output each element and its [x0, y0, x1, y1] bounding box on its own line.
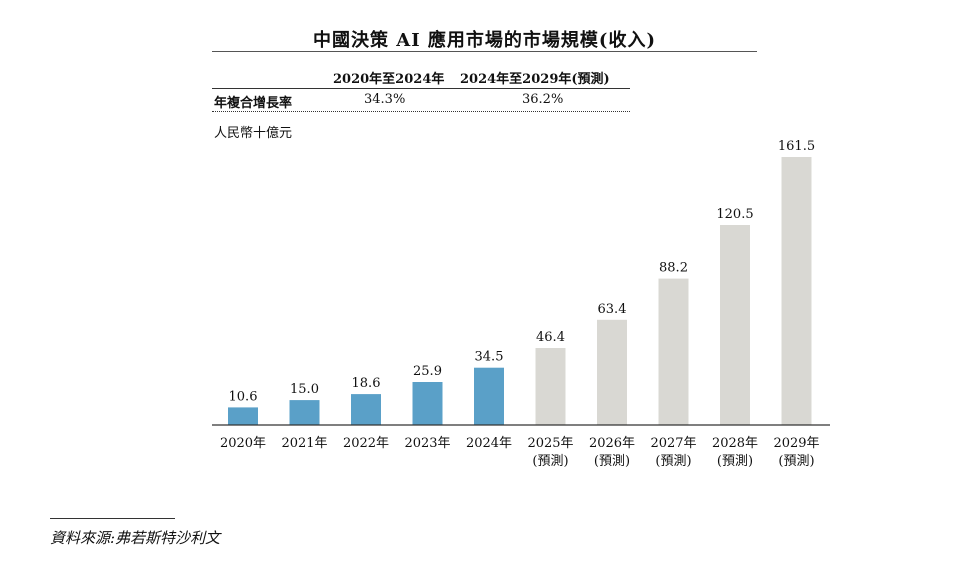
bar-1 — [289, 400, 320, 425]
title-rule — [212, 51, 757, 52]
x-tick-note-8: (預測) — [717, 454, 753, 469]
x-tick-label-3: 2023年 — [404, 436, 450, 451]
value-label-1: 15.0 — [290, 382, 319, 397]
value-label-0: 10.6 — [229, 389, 258, 404]
cagr-row-rule — [212, 111, 630, 112]
bar-3 — [412, 382, 443, 425]
value-label-2: 18.6 — [352, 376, 381, 391]
value-label-6: 63.4 — [598, 302, 627, 317]
chart-title: 中國決策 AI 應用市場的市場規模(收入) — [313, 30, 656, 51]
cagr-value-period-1: 34.3% — [364, 92, 406, 107]
value-label-9: 161.5 — [778, 139, 815, 154]
x-tick-note-9: (預測) — [778, 454, 814, 469]
bar-9 — [781, 157, 812, 425]
x-tick-label-0: 2020年 — [220, 436, 266, 451]
source-note: 資料來源:弗若斯特沙利文 — [50, 529, 221, 547]
value-label-5: 46.4 — [536, 330, 565, 345]
x-tick-label-7: 2027年 — [650, 436, 696, 451]
x-tick-note-7: (預測) — [655, 454, 691, 469]
value-label-4: 34.5 — [475, 350, 504, 365]
bar-2 — [351, 394, 381, 425]
x-tick-note-5: (預測) — [532, 454, 568, 469]
cagr-header-period-1: 2020年至2024年 — [333, 72, 445, 87]
cagr-row-label: 年複合增長率 — [214, 96, 293, 111]
bar-6 — [597, 319, 627, 425]
value-label-7: 88.2 — [659, 261, 688, 276]
x-tick-label-8: 2028年 — [712, 436, 758, 451]
value-label-3: 25.9 — [413, 364, 442, 379]
cagr-header-period-2: 2024年至2029年(預測) — [460, 72, 610, 87]
x-tick-label-6: 2026年 — [589, 436, 635, 451]
cagr-value-period-2: 36.2% — [522, 92, 564, 107]
source-rule — [50, 518, 175, 519]
bar-0 — [228, 407, 258, 425]
bar-4 — [474, 367, 504, 425]
cagr-header-rule — [212, 88, 630, 89]
bar-7 — [658, 278, 689, 425]
x-tick-label-5: 2025年 — [527, 436, 573, 451]
x-tick-label-2: 2022年 — [343, 436, 389, 451]
x-tick-label-9: 2029年 — [773, 436, 819, 451]
value-label-8: 120.5 — [716, 207, 753, 222]
bar-8 — [720, 225, 750, 425]
bar-5 — [535, 348, 566, 425]
y-unit-label: 人民幣十億元 — [214, 126, 293, 141]
x-tick-note-6: (預測) — [594, 454, 630, 469]
x-tick-label-4: 2024年 — [466, 436, 512, 451]
x-tick-label-1: 2021年 — [281, 436, 327, 451]
